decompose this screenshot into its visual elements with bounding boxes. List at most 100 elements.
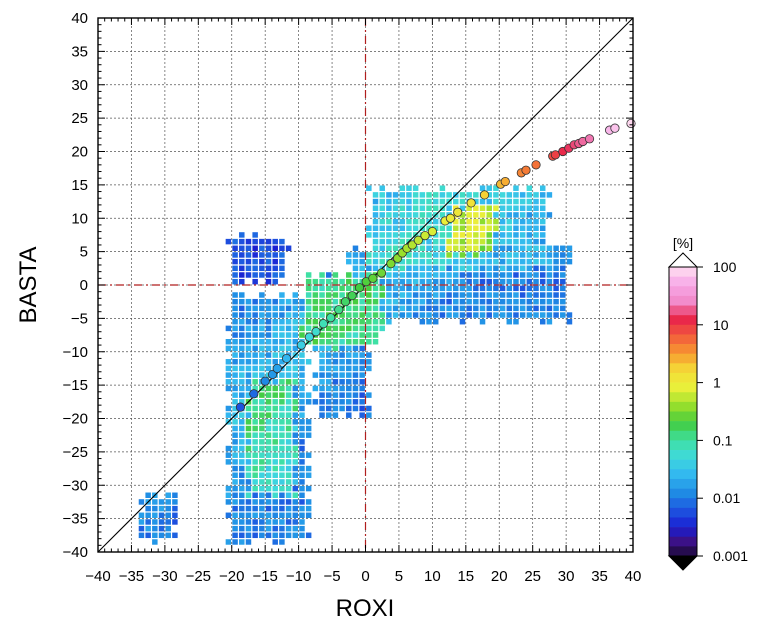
density-cell [386,292,392,298]
density-cell [245,425,252,432]
density-cell [158,512,165,519]
density-cell [245,439,252,445]
density-cell [259,412,265,418]
density-cell [546,272,553,278]
density-cell [319,278,325,285]
density-cell [379,258,385,265]
density-cell [359,312,365,318]
density-cell [392,205,399,211]
density-cell [406,232,412,238]
density-cell [239,359,245,365]
density-cell [479,298,486,305]
density-cell [259,419,265,425]
mean-point [281,353,292,364]
density-cell [499,245,506,252]
density-cell [158,525,165,532]
density-cell [553,292,559,298]
density-cell [419,198,426,205]
density-cell [539,225,546,231]
density-cell [339,312,345,318]
density-cell [466,305,472,312]
density-cell [486,305,492,312]
y-tick-label: 20 [71,144,88,161]
density-cell [366,405,372,412]
density-cell [486,225,492,231]
density-cell [232,405,238,412]
density-cell [172,492,178,498]
density-cell [245,359,252,365]
density-cell [486,192,492,198]
density-cell [332,412,339,418]
density-cell [426,272,432,278]
density-cell [232,325,238,332]
density-cell [519,278,526,285]
density-cell [346,272,352,278]
density-cell [252,359,258,365]
density-cell [232,252,238,258]
density-cell [346,412,352,418]
y-tick-label: 30 [71,77,88,94]
density-cell [526,232,533,238]
density-cell [392,305,399,312]
density-cell [519,252,526,258]
density-cell [506,205,513,211]
density-cell [439,265,446,272]
density-cell [285,439,292,445]
density-cell [265,345,272,352]
density-cell [152,539,158,545]
density-cell [346,339,352,345]
density-cell [152,505,158,512]
density-cell [272,532,278,539]
density-cell [232,305,238,312]
density-cell [459,192,466,198]
density-cell [285,425,292,432]
density-cell [265,485,272,492]
density-cell [232,479,238,485]
density-cell [453,312,459,318]
density-cell [459,292,466,298]
x-tick-label: 10 [424,568,441,585]
density-cell [486,292,492,298]
density-cell [285,465,292,472]
density-cell [245,265,252,272]
density-cell [232,298,238,305]
density-cell [299,479,305,485]
density-cell [386,265,392,272]
density-cell [506,192,513,198]
density-cell [513,192,519,198]
density-cell [259,485,265,492]
density-cell [439,312,446,318]
density-cell [245,412,252,418]
mean-point [326,313,336,323]
density-cell [265,339,272,345]
density-cell [432,258,439,265]
density-cell [138,519,145,525]
density-cell [232,318,238,325]
density-cell [265,439,272,445]
density-cell [325,332,332,338]
density-cell [272,385,278,392]
density-cell [312,298,319,305]
density-cell [239,419,245,425]
density-cell [272,479,278,485]
colorbar-segment [669,517,697,528]
density-cell [339,392,345,398]
density-cell [352,359,359,365]
density-cell [379,212,385,218]
density-cell [259,325,265,332]
density-cell [332,345,339,352]
density-cell [279,485,285,492]
density-cell [432,218,439,225]
density-cell [332,318,339,325]
density-cell [526,258,533,265]
density-cell [232,272,238,278]
density-cell [339,405,345,412]
density-cell [305,318,312,325]
density-cell [392,232,399,238]
density-cell [245,532,252,539]
density-cell [386,218,392,225]
density-cell [479,212,486,218]
density-cell [285,479,292,485]
density-cell [386,192,392,198]
density-cell [265,479,272,485]
